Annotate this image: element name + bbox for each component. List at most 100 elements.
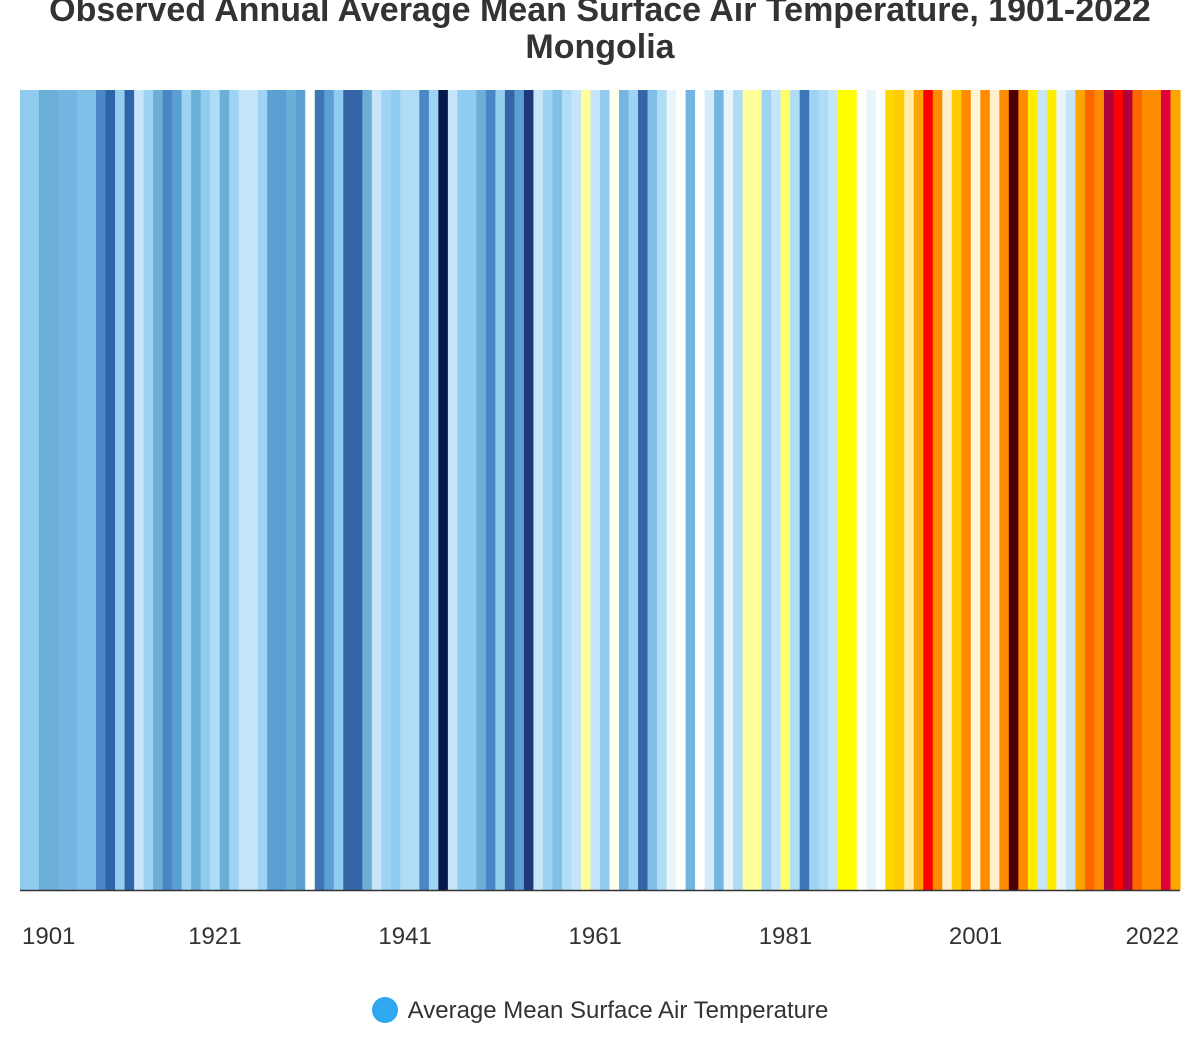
stripe-1903[interactable] xyxy=(39,90,50,890)
stripe-1986[interactable] xyxy=(828,90,839,890)
stripe-2014[interactable] xyxy=(1094,90,1105,890)
stripe-1990[interactable] xyxy=(866,90,877,890)
stripe-1931[interactable] xyxy=(305,90,316,890)
stripe-1974[interactable] xyxy=(714,90,725,890)
stripe-1970[interactable] xyxy=(676,90,687,890)
stripe-1944[interactable] xyxy=(428,90,439,890)
stripe-1964[interactable] xyxy=(619,90,630,890)
stripe-1971[interactable] xyxy=(685,90,696,890)
stripe-1943[interactable] xyxy=(419,90,430,890)
stripe-1973[interactable] xyxy=(704,90,715,890)
stripe-1984[interactable] xyxy=(809,90,820,890)
stripe-2004[interactable] xyxy=(999,90,1010,890)
stripe-1998[interactable] xyxy=(942,90,953,890)
stripe-1942[interactable] xyxy=(409,90,420,890)
stripe-1902[interactable] xyxy=(29,90,40,890)
stripe-1961[interactable] xyxy=(590,90,601,890)
stripe-1967[interactable] xyxy=(647,90,658,890)
stripe-1985[interactable] xyxy=(818,90,829,890)
stripe-1948[interactable] xyxy=(466,90,477,890)
stripe-1945[interactable] xyxy=(438,90,449,890)
stripe-1987[interactable] xyxy=(837,90,848,890)
stripe-1915[interactable] xyxy=(153,90,164,890)
stripe-1914[interactable] xyxy=(143,90,154,890)
stripe-1993[interactable] xyxy=(894,90,905,890)
stripe-1996[interactable] xyxy=(923,90,934,890)
stripe-1910[interactable] xyxy=(105,90,116,890)
stripe-1916[interactable] xyxy=(162,90,173,890)
stripe-2015[interactable] xyxy=(1103,90,1115,890)
stripe-1920[interactable] xyxy=(200,90,211,890)
stripe-1917[interactable] xyxy=(172,90,183,890)
stripe-1975[interactable] xyxy=(723,90,734,890)
stripe-1934[interactable] xyxy=(333,90,344,890)
stripe-1907[interactable] xyxy=(77,90,88,890)
stripe-1929[interactable] xyxy=(286,90,297,890)
stripe-1946[interactable] xyxy=(447,90,458,890)
stripe-1940[interactable] xyxy=(390,90,401,890)
stripe-1957[interactable] xyxy=(552,90,563,890)
stripe-1901[interactable] xyxy=(20,90,31,890)
stripe-2021[interactable] xyxy=(1160,90,1172,890)
stripe-2008[interactable] xyxy=(1037,90,1048,890)
stripe-1980[interactable] xyxy=(771,90,782,890)
stripe-1982[interactable] xyxy=(790,90,801,890)
stripe-1909[interactable] xyxy=(96,90,107,890)
stripe-2022[interactable] xyxy=(1170,90,1181,890)
stripe-1912[interactable] xyxy=(124,90,135,890)
stripe-1968[interactable] xyxy=(657,90,668,890)
stripe-1928[interactable] xyxy=(276,90,287,890)
stripe-1997[interactable] xyxy=(932,90,943,890)
stripe-2001[interactable] xyxy=(970,90,981,890)
stripe-1919[interactable] xyxy=(191,90,202,890)
stripe-1921[interactable] xyxy=(210,90,221,890)
stripe-1938[interactable] xyxy=(371,90,382,890)
legend[interactable]: Average Mean Surface Air Temperature xyxy=(0,992,1200,1030)
stripe-1988[interactable] xyxy=(847,90,858,890)
stripe-1972[interactable] xyxy=(695,90,706,890)
stripe-1913[interactable] xyxy=(134,90,145,890)
stripe-1965[interactable] xyxy=(628,90,639,890)
stripe-1962[interactable] xyxy=(600,90,611,890)
stripe-1995[interactable] xyxy=(913,90,924,890)
stripe-2000[interactable] xyxy=(961,90,972,890)
stripe-2016[interactable] xyxy=(1113,90,1124,890)
stripe-1939[interactable] xyxy=(381,90,392,890)
stripe-1952[interactable] xyxy=(504,90,516,890)
stripe-1930[interactable] xyxy=(295,90,306,890)
stripe-1935[interactable] xyxy=(343,90,354,890)
stripe-1959[interactable] xyxy=(571,90,582,890)
stripe-1953[interactable] xyxy=(514,90,525,890)
stripe-2019[interactable] xyxy=(1141,90,1153,890)
stripe-2020[interactable] xyxy=(1151,90,1162,890)
stripe-1978[interactable] xyxy=(752,90,763,890)
stripe-1933[interactable] xyxy=(324,90,335,890)
stripe-1936[interactable] xyxy=(352,90,363,890)
stripe-1925[interactable] xyxy=(248,90,259,890)
stripe-1958[interactable] xyxy=(561,90,573,890)
stripe-1955[interactable] xyxy=(533,90,544,890)
stripe-1932[interactable] xyxy=(314,90,325,890)
stripe-2012[interactable] xyxy=(1075,90,1086,890)
stripe-1954[interactable] xyxy=(523,90,535,890)
stripe-1979[interactable] xyxy=(761,90,772,890)
stripe-1969[interactable] xyxy=(666,90,677,890)
stripe-1947[interactable] xyxy=(457,90,468,890)
stripe-2005[interactable] xyxy=(1008,90,1019,890)
stripe-1904[interactable] xyxy=(48,90,59,890)
stripe-1949[interactable] xyxy=(476,90,487,890)
stripe-2013[interactable] xyxy=(1084,90,1096,890)
stripe-1956[interactable] xyxy=(542,90,554,890)
stripe-2011[interactable] xyxy=(1065,90,1077,890)
stripe-1941[interactable] xyxy=(400,90,411,890)
stripe-1927[interactable] xyxy=(267,90,278,890)
stripe-2003[interactable] xyxy=(989,90,1000,890)
stripe-1989[interactable] xyxy=(856,90,867,890)
stripe-1999[interactable] xyxy=(951,90,962,890)
stripe-2002[interactable] xyxy=(980,90,991,890)
stripe-1911[interactable] xyxy=(115,90,126,890)
stripe-1994[interactable] xyxy=(904,90,915,890)
stripe-1963[interactable] xyxy=(609,90,620,890)
stripe-1908[interactable] xyxy=(86,90,97,890)
stripe-1906[interactable] xyxy=(67,90,78,890)
